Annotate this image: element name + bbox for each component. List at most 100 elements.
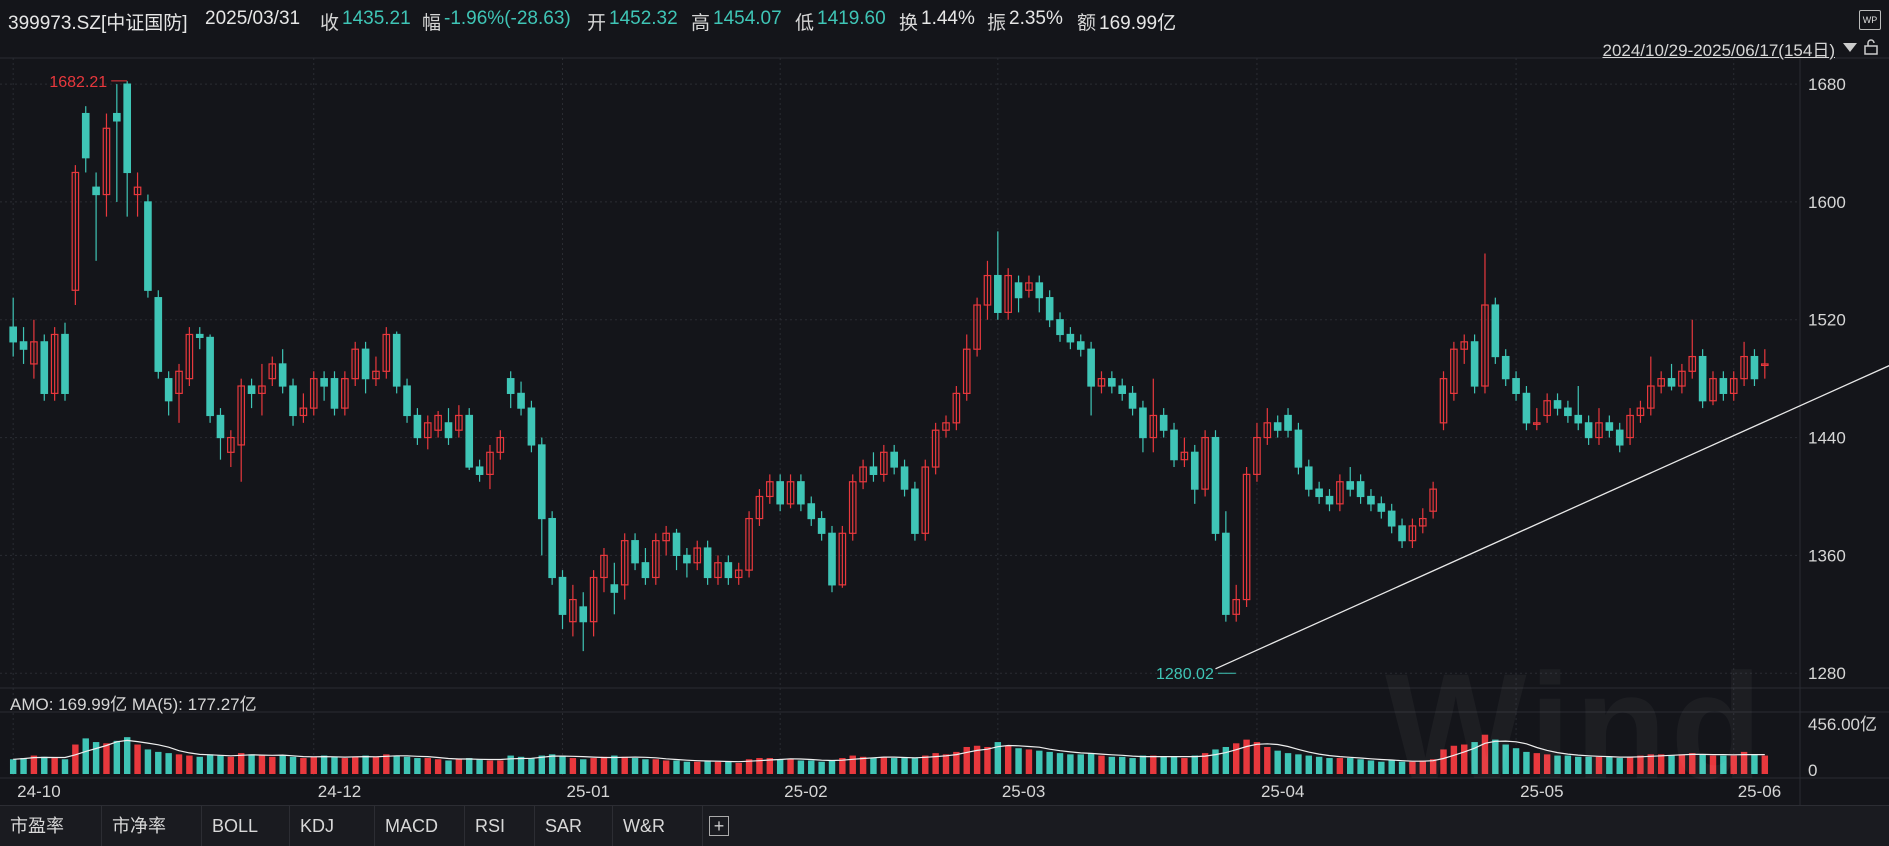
volume-bar bbox=[1181, 758, 1188, 774]
candle-body bbox=[890, 451, 898, 468]
x-tick-label: 25-03 bbox=[1002, 782, 1045, 801]
volume-bar bbox=[528, 758, 535, 774]
candle-body bbox=[1118, 385, 1127, 394]
kline-chart[interactable]: 24-10 24-12 25-01 25-02 25-03 25-04 25-05 25-06… bbox=[0, 0, 1889, 805]
volume-bar bbox=[175, 754, 183, 774]
candle-body bbox=[900, 466, 909, 490]
tab-kdj[interactable]: KDJ bbox=[290, 806, 375, 846]
candle-body bbox=[1761, 363, 1769, 367]
date-range-selector[interactable]: 2024/10/29-2025/06/17(154日) bbox=[1602, 41, 1835, 60]
volume-bar bbox=[1699, 754, 1706, 774]
quote-date: 2025/03/31 bbox=[205, 8, 301, 29]
x-tick-label: 25-05 bbox=[1520, 782, 1563, 801]
candle-body bbox=[144, 201, 152, 291]
volume-bar bbox=[973, 745, 981, 774]
volume-bar bbox=[1077, 754, 1084, 774]
chevron-down-icon[interactable] bbox=[1843, 43, 1857, 52]
volume-bar bbox=[652, 759, 660, 774]
candle-body bbox=[1450, 348, 1458, 394]
add-tab-button[interactable]: + bbox=[709, 816, 729, 836]
candle-body bbox=[1325, 495, 1334, 505]
volume-bar bbox=[1523, 751, 1530, 774]
candle-body bbox=[1387, 510, 1396, 527]
candle-body bbox=[1004, 274, 1013, 313]
candle-body bbox=[1719, 378, 1728, 394]
volume-bar bbox=[1036, 750, 1043, 774]
candle-body bbox=[1543, 400, 1551, 417]
volume-bar bbox=[1461, 744, 1468, 774]
candle-body bbox=[237, 385, 246, 446]
candle-body bbox=[1418, 517, 1427, 527]
candle-body bbox=[185, 333, 194, 380]
candle-body bbox=[444, 422, 453, 439]
volume-bar bbox=[434, 759, 442, 774]
tab-rsi[interactable]: RSI bbox=[465, 806, 535, 846]
candle-body bbox=[1035, 282, 1044, 299]
tab-pe[interactable]: 市盈率 bbox=[0, 806, 102, 846]
candle-body bbox=[1045, 297, 1054, 321]
wp-icon[interactable]: WP bbox=[1859, 10, 1881, 30]
candle-body bbox=[558, 576, 567, 615]
tab-boll[interactable]: BOLL bbox=[202, 806, 290, 846]
volume-bar bbox=[497, 760, 504, 774]
volume-bar bbox=[1118, 756, 1126, 774]
volume-bar bbox=[984, 746, 991, 774]
volume-bar bbox=[1689, 753, 1696, 774]
open-value: 1452.32 bbox=[609, 8, 678, 29]
tab-macd[interactable]: MACD bbox=[375, 806, 465, 846]
y-tick-label: 1360 bbox=[1808, 546, 1846, 565]
volume-bar bbox=[82, 738, 89, 774]
tab-wr[interactable]: W&R bbox=[613, 806, 703, 846]
candle-body bbox=[569, 598, 577, 623]
candle-body bbox=[745, 517, 753, 571]
volume-bar bbox=[217, 755, 224, 774]
volume-bar bbox=[51, 758, 58, 774]
lock-icon[interactable] bbox=[1863, 39, 1879, 55]
volume-bar bbox=[642, 759, 649, 774]
candle-body bbox=[9, 326, 17, 343]
candle-body bbox=[1553, 400, 1562, 409]
candle-body bbox=[61, 333, 69, 394]
volume-bar bbox=[1098, 755, 1105, 774]
volume-bar bbox=[662, 760, 670, 774]
trend-line bbox=[1215, 365, 1889, 670]
tab-sar[interactable]: SAR bbox=[535, 806, 613, 846]
candle-body bbox=[797, 481, 805, 505]
volume-bar bbox=[1284, 753, 1292, 774]
volume-bar bbox=[1378, 761, 1385, 774]
candle-body bbox=[517, 392, 525, 409]
volume-bar bbox=[725, 761, 732, 774]
volume-bar bbox=[258, 755, 266, 774]
volume-bar bbox=[1150, 755, 1157, 774]
volume-bar bbox=[165, 753, 172, 774]
candle-body bbox=[983, 274, 992, 306]
candle-body bbox=[486, 451, 494, 475]
candle-body bbox=[1429, 488, 1437, 512]
candle-body bbox=[309, 378, 318, 409]
candle-body bbox=[123, 83, 132, 174]
volume-bar bbox=[1025, 749, 1033, 774]
candle-body bbox=[1584, 422, 1593, 439]
candle-body bbox=[227, 436, 235, 453]
volume-bar bbox=[1440, 749, 1447, 774]
candle-body bbox=[1190, 451, 1199, 490]
volume-bar bbox=[880, 756, 888, 774]
candle-body bbox=[1605, 422, 1614, 431]
candle-body bbox=[206, 336, 214, 417]
volume-bar bbox=[569, 758, 577, 774]
volume-bar bbox=[1398, 761, 1406, 774]
tab-pb[interactable]: 市净率 bbox=[102, 806, 202, 846]
volume-bar bbox=[859, 756, 867, 774]
candle-body bbox=[81, 112, 90, 159]
volume-bar bbox=[1264, 746, 1271, 774]
volume-bar bbox=[704, 760, 711, 774]
candle-body bbox=[1657, 378, 1665, 387]
candle-body bbox=[1232, 598, 1241, 615]
volume-bar bbox=[331, 756, 338, 774]
wind-watermark: Wind bbox=[1385, 640, 1766, 813]
candle-body bbox=[1222, 532, 1230, 615]
volume-bar bbox=[1512, 748, 1520, 774]
volume-bar bbox=[922, 755, 929, 774]
volume-bar bbox=[310, 756, 317, 774]
volume-bar bbox=[1295, 754, 1302, 774]
